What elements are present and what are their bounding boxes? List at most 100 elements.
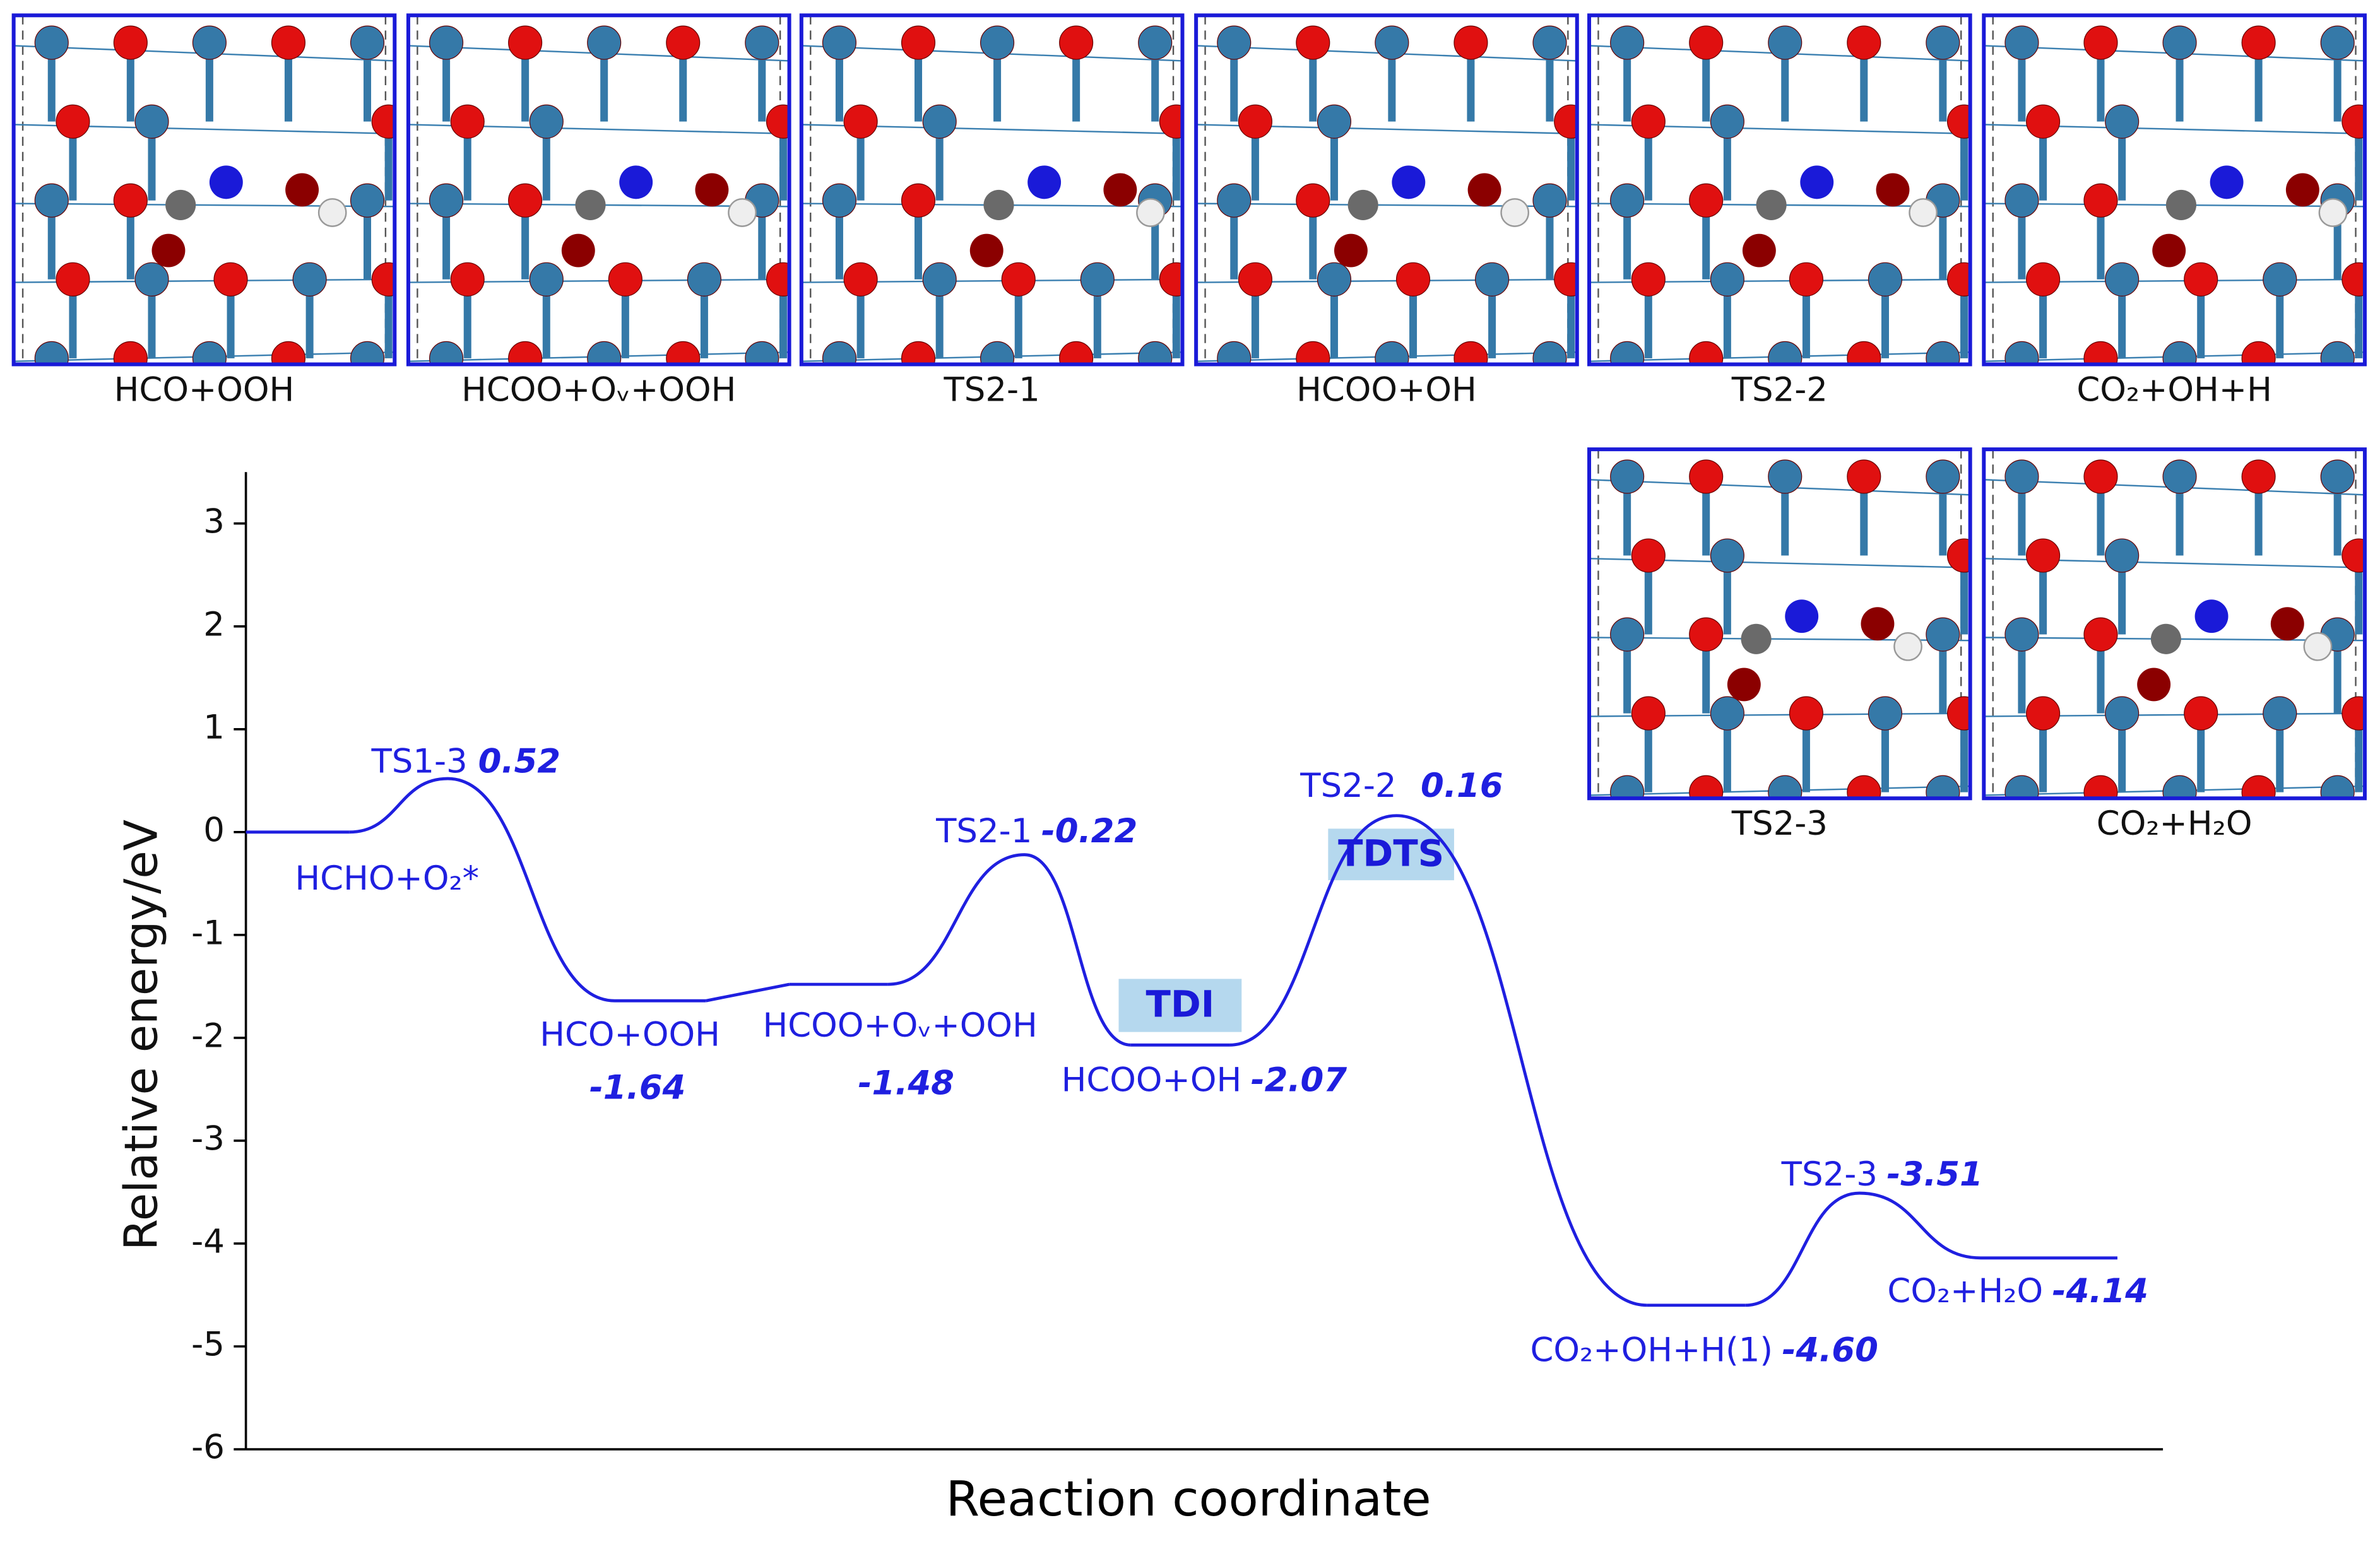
atom — [1847, 341, 1881, 365]
atom — [508, 25, 543, 60]
atom — [2004, 775, 2039, 799]
atom — [1741, 623, 1772, 654]
panel-border — [406, 13, 791, 367]
atom — [901, 183, 936, 218]
atom — [822, 25, 857, 60]
atom — [901, 25, 936, 60]
atom — [1296, 183, 1330, 218]
atom — [350, 25, 385, 60]
atom — [766, 262, 790, 297]
atom — [2162, 25, 2197, 60]
structure-panel — [801, 15, 1183, 365]
panel-border — [1982, 447, 2367, 801]
atom — [2342, 262, 2365, 297]
atom — [687, 262, 721, 297]
atom — [1868, 696, 1903, 731]
atom — [271, 341, 305, 365]
atom — [745, 25, 779, 60]
atom — [2184, 696, 2218, 731]
atom — [2241, 341, 2276, 365]
atom — [1475, 262, 1510, 297]
atom — [2004, 341, 2039, 365]
atom — [2105, 104, 2140, 139]
value-label: 0.52 — [478, 743, 561, 781]
atom — [1742, 233, 1776, 268]
atom — [2083, 459, 2118, 494]
atom — [1909, 198, 1938, 227]
atom — [34, 341, 69, 365]
atom — [728, 198, 757, 227]
atom — [2320, 25, 2355, 60]
atom — [666, 341, 701, 365]
atom — [371, 262, 395, 297]
atom — [1238, 104, 1272, 139]
value-label: -1.48 — [858, 1064, 954, 1102]
atom — [695, 173, 729, 207]
atom — [561, 233, 595, 268]
atom — [822, 183, 857, 218]
atom — [2318, 198, 2348, 227]
value-label: -3.51 — [1886, 1155, 1982, 1194]
atom — [1710, 696, 1744, 731]
structure-panel — [13, 15, 395, 365]
structure-panel — [408, 15, 790, 365]
atom — [1554, 262, 1577, 297]
atom — [1689, 341, 1724, 365]
panel-caption: HCO+OOH — [114, 370, 295, 409]
structure-panel — [1984, 449, 2365, 799]
atom — [2083, 775, 2118, 799]
atom — [113, 341, 148, 365]
atom — [1532, 25, 1567, 60]
atom — [1756, 189, 1787, 220]
atom — [2105, 538, 2140, 573]
atom — [2152, 233, 2186, 268]
atom — [285, 173, 319, 207]
value-label: -0.22 — [1041, 812, 1137, 850]
panel-caption: TS2-3 — [1731, 804, 1828, 843]
atom — [1689, 25, 1724, 60]
atom — [1768, 459, 1803, 494]
y-tick-label: 0 — [203, 811, 225, 849]
state-label: HCO+OOH — [540, 1016, 720, 1054]
atom — [1159, 262, 1183, 297]
highlight-box — [1328, 828, 1454, 881]
atom — [1467, 173, 1501, 207]
atom — [1317, 104, 1352, 139]
atom — [922, 104, 957, 139]
atom — [980, 341, 1015, 365]
atom — [1710, 538, 1744, 573]
state-label: TS2-3 — [1781, 1155, 1878, 1194]
transition-state-curve — [887, 853, 1131, 1047]
value-label: -4.14 — [2052, 1272, 2148, 1310]
atom — [1500, 198, 1530, 227]
atom — [1610, 341, 1645, 365]
y-tick-label: 1 — [203, 708, 225, 746]
atom — [1631, 262, 1666, 297]
atom — [1059, 341, 1094, 365]
atom — [2194, 599, 2229, 633]
atom — [209, 165, 243, 199]
atom — [1893, 632, 1922, 661]
atom — [2342, 538, 2365, 573]
atom — [666, 25, 701, 60]
atom — [1847, 459, 1881, 494]
y-tick-label: -5 — [191, 1326, 225, 1364]
value-label: -4.60 — [1782, 1331, 1878, 1370]
state-label: CO₂+H₂O — [1887, 1272, 2043, 1310]
y-tick-label: -3 — [191, 1120, 225, 1158]
atom — [1789, 696, 1823, 731]
atom — [1768, 775, 1803, 799]
y-tick-label: 2 — [203, 605, 225, 644]
atom — [529, 104, 564, 139]
y-tick-label: -4 — [191, 1223, 225, 1261]
atom — [2320, 775, 2355, 799]
structure-panel — [1589, 15, 1970, 365]
state-label: HCOO+OH — [1062, 1061, 1242, 1100]
atom — [34, 183, 69, 218]
atom — [2026, 104, 2061, 139]
atom — [922, 262, 957, 297]
atom — [2026, 262, 2061, 297]
atom — [1861, 607, 1895, 641]
